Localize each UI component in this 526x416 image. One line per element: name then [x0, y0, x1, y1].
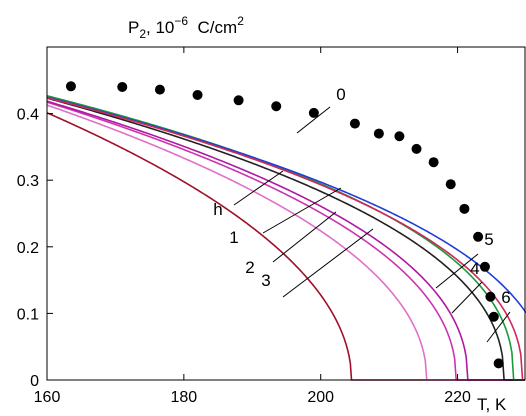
data-point-6 [308, 107, 319, 118]
curve-label: 0 [336, 85, 345, 104]
series-line-3 [46, 100, 525, 381]
curve-label: h [213, 200, 222, 219]
annotation-leader [272, 211, 337, 263]
data-point-14 [473, 231, 484, 242]
data-point-15 [479, 261, 490, 272]
y-tick-label: 0.2 [17, 240, 39, 257]
data-point-10 [411, 143, 422, 154]
axis-ticks: 160 180 200 220 0 0.1 0.2 0.3 0.4 [17, 47, 471, 406]
series-line-6 [46, 96, 526, 314]
curve-label: 6 [501, 288, 510, 307]
y-tick-label: 0.1 [17, 306, 39, 323]
data-point-7 [349, 118, 360, 129]
y-tick-label: 0.4 [17, 107, 39, 124]
data-point-12 [445, 179, 456, 190]
series-line-7 [46, 96, 525, 381]
y-axis-title: P2, 10−6 C/cm2 [128, 14, 244, 41]
curve-label: 2 [245, 258, 254, 277]
series-line-4 [46, 97, 525, 381]
annotation-leader [282, 228, 374, 298]
data-point-0 [65, 81, 76, 92]
data-point-17 [488, 311, 499, 322]
series-lines [46, 95, 526, 381]
annotation-leader [486, 311, 511, 343]
data-points [65, 81, 504, 369]
data-point-4 [233, 95, 244, 106]
data-point-1 [117, 81, 128, 92]
curve-label: 5 [484, 230, 493, 249]
x-tick-label: 180 [171, 389, 198, 406]
annotation-leader [451, 281, 483, 314]
data-point-5 [271, 101, 282, 112]
series-line-2 [46, 101, 525, 381]
x-tick-label: 220 [444, 389, 471, 406]
series-line-0 [46, 112, 525, 381]
data-point-3 [192, 89, 203, 100]
y-tick-label: 0 [30, 373, 39, 390]
x-axis-title: T, K [477, 395, 507, 414]
curve-label: 1 [229, 228, 238, 247]
data-point-18 [493, 358, 504, 369]
curve-label: 4 [470, 259, 479, 278]
data-point-9 [394, 131, 405, 142]
y-tick-label: 0.3 [17, 173, 39, 190]
data-point-11 [428, 157, 439, 168]
data-point-13 [459, 203, 470, 214]
axes-frame [46, 46, 526, 381]
annotation-leader [296, 106, 331, 134]
data-point-8 [373, 128, 384, 139]
series-line-5 [46, 95, 525, 381]
annotation-leader [435, 253, 479, 289]
series-line-1 [46, 104, 525, 381]
x-tick-label: 160 [34, 389, 61, 406]
data-point-16 [485, 291, 496, 302]
annotation-leader [262, 187, 342, 234]
data-point-2 [154, 84, 165, 95]
x-tick-label: 200 [307, 389, 334, 406]
curve-label: 3 [261, 271, 270, 290]
annotation-leader [233, 170, 284, 206]
